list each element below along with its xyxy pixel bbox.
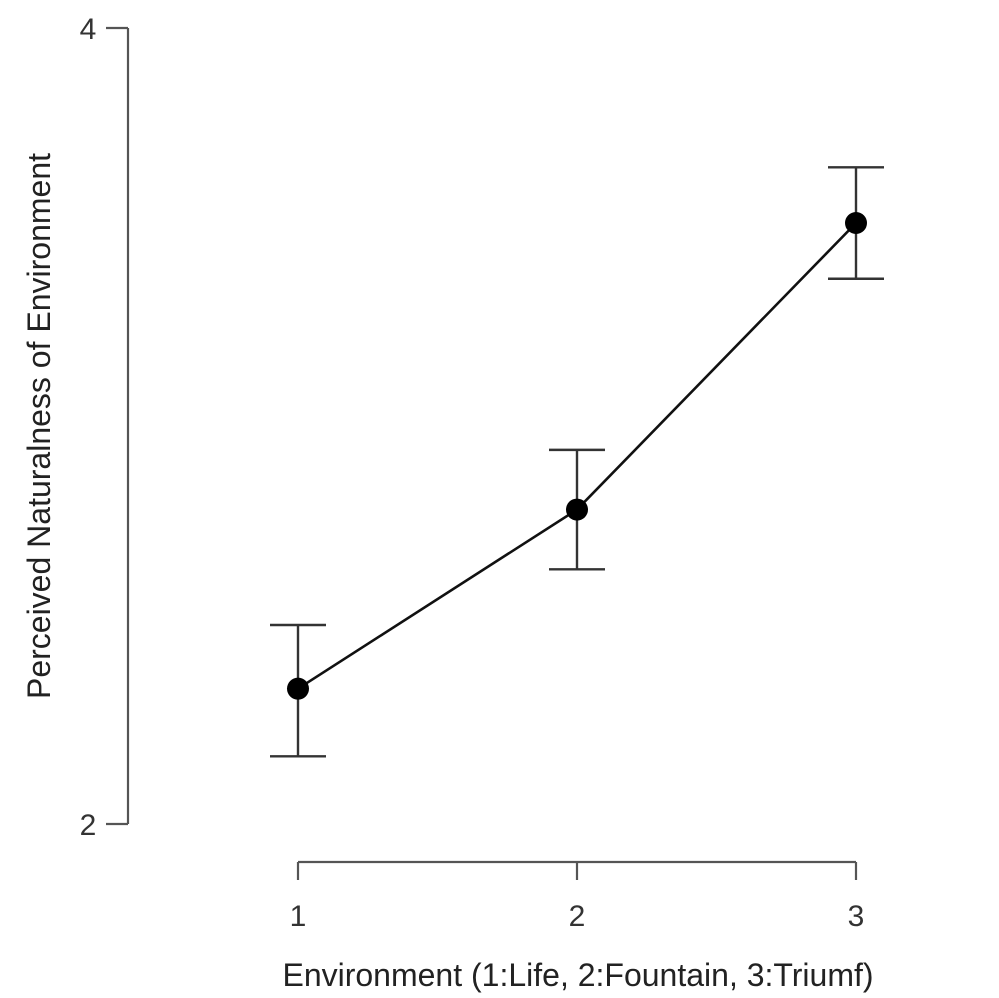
y-axis-title: Perceived Naturalness of Environment <box>21 153 57 699</box>
y-axis: 24 <box>80 13 130 842</box>
x-axis: 1 2 3 <box>290 860 865 933</box>
x-tick-label: 3 <box>848 900 865 933</box>
series-layer <box>270 166 884 758</box>
x-tick-label: 2 <box>569 900 586 933</box>
y-tick-label: 4 <box>80 13 97 46</box>
data-point <box>845 212 867 235</box>
data-point <box>287 677 309 700</box>
data-point <box>566 498 588 521</box>
x-axis-title: Environment (1:Life, 2:Fountain, 3:Trium… <box>282 957 873 993</box>
x-tick-label: 1 <box>290 900 307 933</box>
y-tick-label: 2 <box>80 809 97 842</box>
